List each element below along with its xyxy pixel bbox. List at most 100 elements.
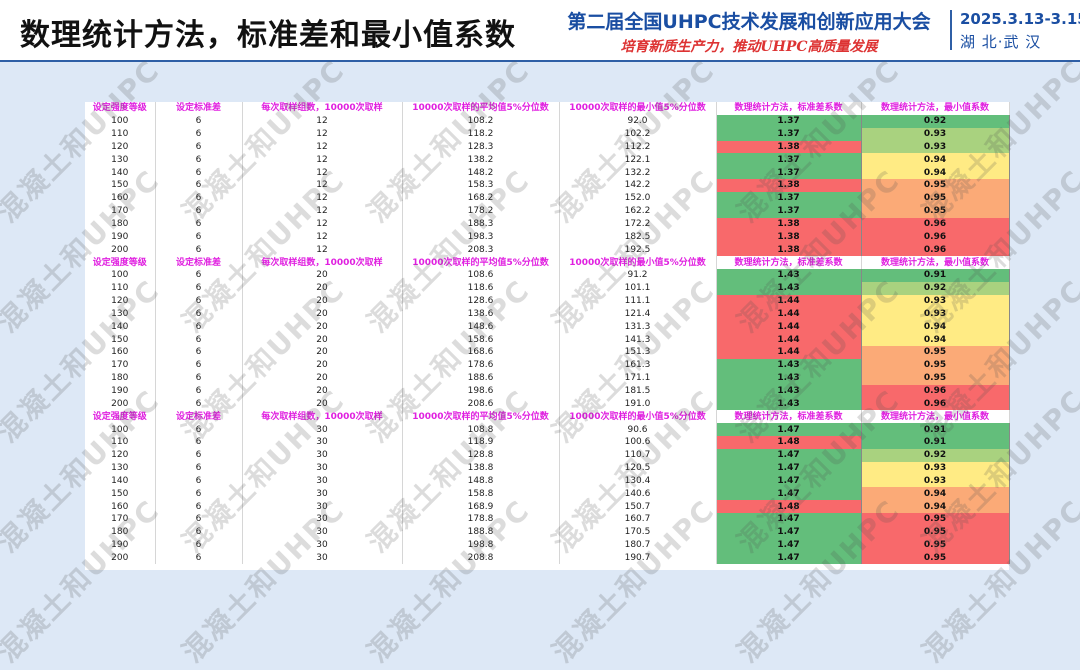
table-cell: 128.3 — [402, 140, 560, 154]
table-cell: 20 — [242, 268, 403, 282]
table-cell: 200 — [85, 551, 156, 565]
table-cell: 0.95 — [861, 513, 1010, 526]
table-cell: 6 — [155, 384, 243, 398]
table-cell: 200 — [85, 243, 156, 257]
table-cell: 151.3 — [559, 346, 717, 359]
table-cell: 1.47 — [716, 513, 862, 526]
table-cell: 188.6 — [402, 371, 560, 385]
table-cell: 91.2 — [559, 268, 717, 282]
table-cell: 170 — [85, 513, 156, 526]
table-cell: 160 — [85, 191, 156, 205]
table-cell: 6 — [155, 166, 243, 180]
column-header: 数理统计方法，标准差系数 — [716, 410, 862, 424]
table-cell: 6 — [155, 127, 243, 141]
table-cell: 130.4 — [559, 474, 717, 488]
table-cell: 12 — [242, 153, 403, 167]
table-cell: 1.47 — [716, 423, 862, 436]
table-cell: 120 — [85, 294, 156, 308]
table-cell: 0.93 — [861, 461, 1010, 475]
table-cell: 1.47 — [716, 487, 862, 501]
table-cell: 6 — [155, 179, 243, 192]
table-cell: 30 — [242, 525, 403, 539]
column-header: 10000次取样的平均值5%分位数 — [402, 410, 560, 424]
table-cell: 0.95 — [861, 538, 1010, 552]
column-header: 10000次取样的平均值5%分位数 — [402, 256, 560, 269]
table-cell: 180 — [85, 525, 156, 539]
table-row: 140 6 30 148.8 130.4 1.47 0.93 — [85, 474, 1010, 488]
table-cell: 130 — [85, 307, 156, 321]
table-cell: 208.3 — [402, 243, 560, 257]
column-header: 数理统计方法，标准差系数 — [716, 256, 862, 269]
table-cell: 131.3 — [559, 320, 717, 334]
table-cell: 208.6 — [402, 397, 560, 411]
table-row: 200 6 12 208.3 192.5 1.38 0.96 — [85, 243, 1010, 257]
table-header-row: 设定强度等级 设定标准差 每次取样组数，10000次取样 10000次取样的平均值5%… — [85, 102, 1010, 115]
table-cell: 182.5 — [559, 230, 717, 244]
table-cell: 20 — [242, 346, 403, 359]
table-cell: 1.47 — [716, 474, 862, 488]
table-cell: 90.6 — [559, 423, 717, 436]
table-row: 150 6 20 158.6 141.3 1.44 0.94 — [85, 333, 1010, 347]
column-header: 设定强度等级 — [85, 256, 156, 269]
table-row: 110 6 12 118.2 102.2 1.37 0.93 — [85, 127, 1010, 141]
table-cell: 6 — [155, 397, 243, 411]
table-cell: 6 — [155, 307, 243, 321]
table-cell: 6 — [155, 551, 243, 565]
table-cell: 6 — [155, 525, 243, 539]
table-cell: 1.44 — [716, 333, 862, 347]
conference-banner: 第二届全国UHPC技术发展和创新应用大会 培育新质生产力，推动UHPC高质量发展 — [554, 7, 944, 56]
table-cell: 110.7 — [559, 448, 717, 462]
table-cell: 30 — [242, 461, 403, 475]
table-row: 150 6 12 158.3 142.2 1.38 0.95 — [85, 179, 1010, 192]
table-cell: 0.95 — [861, 358, 1010, 372]
table-cell: 1.43 — [716, 371, 862, 385]
table-cell: 1.38 — [716, 140, 862, 154]
table-cell: 118.2 — [402, 127, 560, 141]
table-cell: 0.94 — [861, 487, 1010, 501]
table-cell: 0.96 — [861, 243, 1010, 257]
table-cell: 110 — [85, 281, 156, 295]
table-cell: 160 — [85, 346, 156, 359]
table-cell: 160 — [85, 500, 156, 513]
table-cell: 1.43 — [716, 397, 862, 411]
table-cell: 0.95 — [861, 179, 1010, 192]
table-cell: 12 — [242, 127, 403, 141]
table-cell: 190 — [85, 384, 156, 398]
column-header: 设定强度等级 — [85, 102, 156, 115]
table-cell: 170 — [85, 204, 156, 218]
table-cell: 192.5 — [559, 243, 717, 257]
table-row: 120 6 12 128.3 112.2 1.38 0.93 — [85, 140, 1010, 154]
table-cell: 0.92 — [861, 448, 1010, 462]
table-row: 140 6 20 148.6 131.3 1.44 0.94 — [85, 320, 1010, 334]
table-cell: 0.96 — [861, 384, 1010, 398]
table-row: 170 6 20 178.6 161.3 1.43 0.95 — [85, 358, 1010, 372]
column-header: 每次取样组数，10000次取样 — [242, 256, 403, 269]
table-cell: 1.38 — [716, 217, 862, 231]
table-cell: 1.44 — [716, 307, 862, 321]
column-header: 数理统计方法，最小值系数 — [861, 102, 1010, 115]
table-cell: 0.91 — [861, 268, 1010, 282]
table-cell: 0.93 — [861, 307, 1010, 321]
table-row: 130 6 30 138.8 120.5 1.47 0.93 — [85, 461, 1010, 475]
table-cell: 130 — [85, 461, 156, 475]
table-cell: 160.7 — [559, 513, 717, 526]
table-cell: 30 — [242, 500, 403, 513]
table-row: 190 6 30 198.8 180.7 1.47 0.95 — [85, 538, 1010, 552]
table-cell: 6 — [155, 191, 243, 205]
table-cell: 168.6 — [402, 346, 560, 359]
table-cell: 140 — [85, 474, 156, 488]
table-cell: 12 — [242, 140, 403, 154]
table-cell: 20 — [242, 307, 403, 321]
table-cell: 111.1 — [559, 294, 717, 308]
table-cell: 141.3 — [559, 333, 717, 347]
table-cell: 6 — [155, 487, 243, 501]
table-cell: 1.48 — [716, 435, 862, 449]
table-row: 160 6 30 168.9 150.7 1.48 0.94 — [85, 500, 1010, 513]
table-cell: 150 — [85, 487, 156, 501]
table-cell: 6 — [155, 320, 243, 334]
table-body: 设定强度等级 设定标准差 每次取样组数，10000次取样 10000次取样的平均值5%… — [85, 102, 1010, 565]
table-cell: 6 — [155, 333, 243, 347]
table-cell: 6 — [155, 448, 243, 462]
table-cell: 0.93 — [861, 140, 1010, 154]
table-cell: 138.2 — [402, 153, 560, 167]
